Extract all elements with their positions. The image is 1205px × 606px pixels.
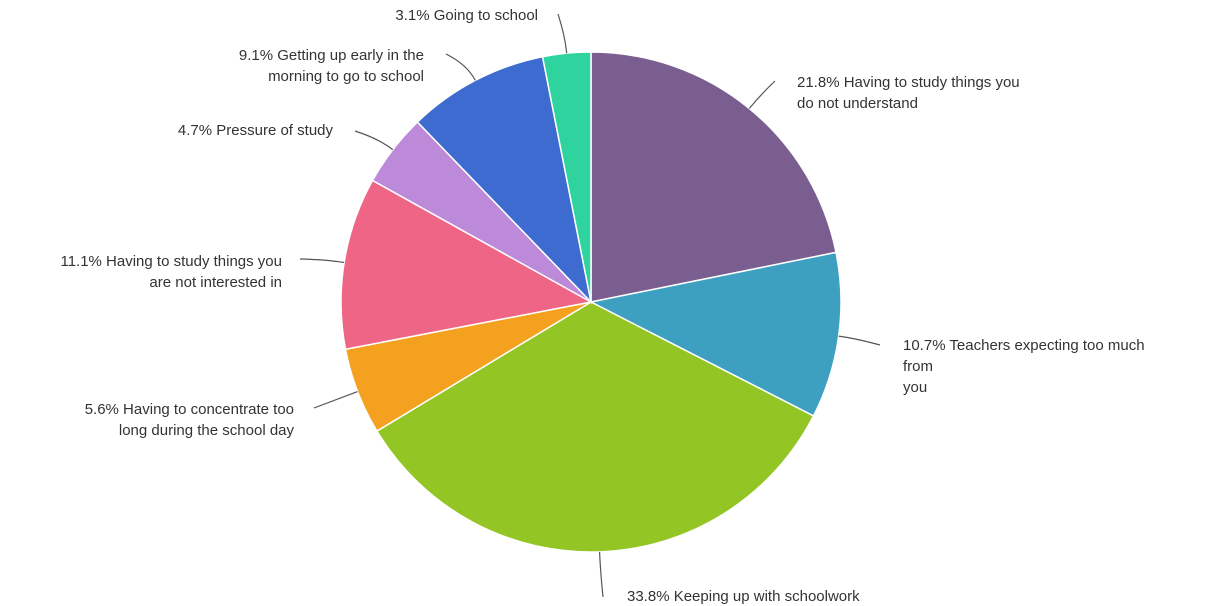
- slice-label-line: 4.7% Pressure of study: [178, 122, 334, 139]
- leader-line-3: [599, 551, 604, 598]
- leader-line-6: [354, 130, 394, 151]
- pie-slice-5: [340, 179, 594, 351]
- leader-line-4: [313, 391, 358, 409]
- leader-line-7: [445, 53, 476, 81]
- slice-label-line: do not understand: [797, 95, 918, 112]
- leader-lines: [299, 13, 881, 598]
- slice-label-line: 33.8% Keeping up with schoolwork: [627, 588, 860, 605]
- slice-label-7: 9.1% Getting up early in the morning to g…: [239, 47, 424, 85]
- slice-label-6: 4.7% Pressure of study: [178, 122, 334, 139]
- slice-label-3: 33.8% Keeping up with schoolwork: [627, 588, 860, 605]
- slice-label-line: are not interested in: [149, 274, 282, 291]
- pie-slice-2: [588, 251, 842, 417]
- leader-line-2: [838, 335, 881, 346]
- pie-slice-7: [416, 55, 593, 305]
- slice-label-1: 21.8% Having to study things you do not u…: [797, 74, 1020, 112]
- slice-label-line: 11.1% Having to study things you: [60, 253, 282, 270]
- slice-label-8: 3.1% Going to school: [395, 7, 538, 24]
- slice-label-line: 3.1% Going to school: [395, 7, 538, 24]
- pie-slice-3: [375, 301, 815, 553]
- slice-label-line: 21.8% Having to study things you: [797, 74, 1020, 91]
- slice-label-line: morning to go to school: [268, 68, 424, 85]
- leader-line-1: [748, 80, 776, 109]
- slice-label-4: 5.6% Having to concentrate too long durin…: [85, 401, 295, 439]
- slice-label-line: 10.7% Teachers expecting too much: [903, 337, 1145, 354]
- slice-label-line: from: [903, 358, 933, 375]
- pie-slice-1: [590, 51, 837, 303]
- pie-slices: [340, 51, 842, 553]
- slice-label-line: you: [903, 379, 927, 396]
- leader-line-8: [557, 13, 568, 54]
- slice-label-line: long during the school day: [119, 422, 295, 439]
- slice-label-5: 11.1% Having to study things you are not …: [60, 253, 282, 291]
- slice-label-2: 10.7% Teachers expecting too much from you: [903, 337, 1145, 396]
- slice-label-line: 5.6% Having to concentrate too: [85, 401, 294, 418]
- slice-label-line: 9.1% Getting up early in the: [239, 47, 424, 64]
- slice-labels: 21.8% Having to study things you do not u…: [60, 7, 1144, 605]
- leader-line-5: [299, 258, 345, 264]
